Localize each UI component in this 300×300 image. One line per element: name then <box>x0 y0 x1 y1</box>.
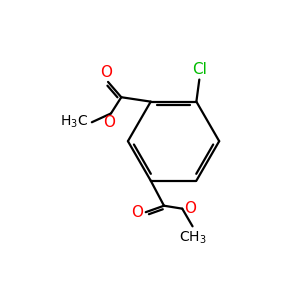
Text: Cl: Cl <box>192 62 207 77</box>
Text: O: O <box>103 115 116 130</box>
Text: H$_3$C: H$_3$C <box>60 114 88 130</box>
Text: CH$_3$: CH$_3$ <box>179 230 206 246</box>
Text: O: O <box>131 205 143 220</box>
Text: O: O <box>100 65 112 80</box>
Text: O: O <box>184 201 196 216</box>
